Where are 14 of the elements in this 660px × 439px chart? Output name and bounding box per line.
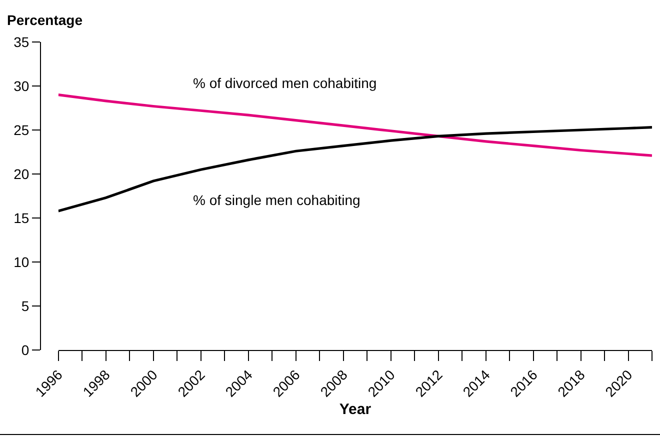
x-axis-title: Year (339, 400, 372, 418)
y-tick-label: 15 (14, 210, 30, 226)
line-series (58, 126, 652, 212)
y-tick-label: 20 (14, 166, 30, 182)
y-tick-label: 10 (14, 254, 30, 270)
series-label: % of divorced men cohabiting (193, 75, 377, 91)
y-tick-label: 5 (21, 298, 30, 314)
line-series (58, 94, 652, 157)
y-tick-label: 35 (14, 34, 30, 50)
series-label: % of single men cohabiting (193, 192, 360, 208)
y-tick-label: 30 (14, 78, 30, 94)
y-tick-label: 25 (14, 122, 30, 138)
y-axis-title: Percentage (7, 12, 83, 28)
y-tick-label: 0 (21, 342, 30, 358)
